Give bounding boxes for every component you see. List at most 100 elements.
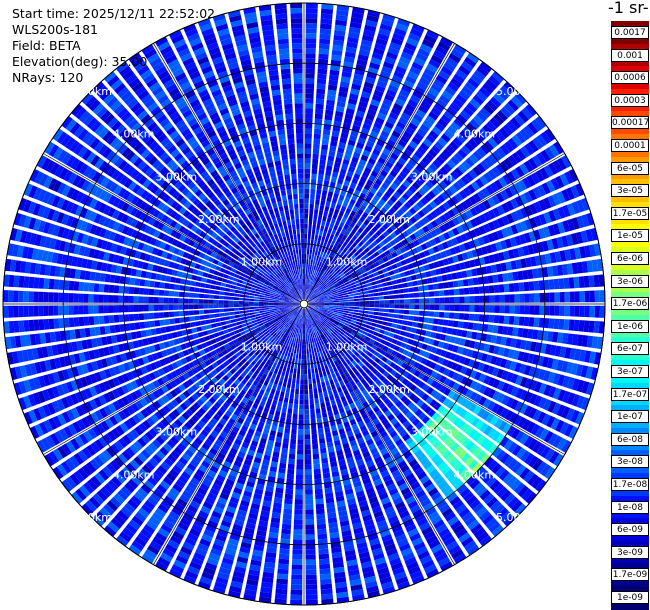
ray-gate: [539, 167, 550, 180]
ray-gate: [339, 272, 345, 278]
ray-gate: [326, 216, 332, 223]
ray-gate: [316, 413, 322, 419]
ray-gate: [334, 284, 340, 288]
ray-gate: [461, 270, 468, 278]
ray-gate: [319, 287, 324, 292]
ray-gate: [308, 300, 314, 303]
ray-gate: [316, 284, 321, 289]
ray-gate: [533, 201, 543, 213]
ray-gate: [388, 207, 396, 215]
ray-gate: [453, 312, 460, 320]
ray-gate: [315, 277, 319, 283]
ray-gate: [516, 149, 527, 161]
ray-gate: [449, 353, 457, 361]
ray-gate: [341, 335, 347, 341]
ray-gate: [421, 184, 431, 193]
ray-gate: [403, 148, 413, 158]
ray-gate: [289, 443, 296, 450]
ray-gate: [404, 299, 410, 304]
ray-gate: [586, 382, 595, 396]
ray-gate: [527, 157, 538, 170]
ray-gate: [281, 447, 288, 454]
ray-gate: [438, 366, 446, 374]
ray-gate: [367, 342, 374, 348]
ray-gate: [369, 211, 377, 218]
ray-gate: [305, 279, 307, 284]
ray-gate: [384, 93, 395, 102]
ray-gate: [378, 296, 385, 300]
ray-gate: [430, 210, 439, 219]
ray-gate: [312, 153, 319, 160]
ray-gate: [402, 47, 415, 56]
ray-gate: [435, 184, 444, 193]
ray-gate: [304, 268, 306, 274]
ray-gate: [366, 14, 379, 23]
ray-gate: [443, 435, 453, 445]
ray-gate: [308, 299, 314, 302]
ray-gate: [395, 340, 403, 347]
ray-gate: [507, 272, 514, 282]
ray-gate: [342, 367, 348, 374]
ray-gate: [310, 292, 314, 297]
ray-gate: [375, 265, 382, 271]
ray-gate: [452, 137, 463, 147]
ray-gate: [331, 315, 337, 319]
ray-gate: [416, 355, 423, 363]
ray-gate: [490, 355, 498, 365]
ray-gate: [347, 316, 353, 320]
ray-gate: [348, 299, 355, 302]
ray-gate: [330, 240, 336, 246]
ray-gate: [531, 476, 543, 489]
ray-gate: [424, 304, 430, 310]
ray-gate: [487, 365, 495, 375]
ray-gate: [473, 341, 481, 350]
ray-gate: [375, 347, 382, 353]
ray-gate: [536, 134, 548, 147]
ray-gate: [508, 412, 518, 424]
ray-gate: [487, 428, 497, 439]
ray-gate: [342, 201, 349, 208]
ray-gate: [326, 290, 332, 294]
ray-gate: [418, 425, 428, 434]
ray-gate: [408, 185, 417, 194]
ray-gate: [334, 300, 340, 303]
ray-gate: [297, 368, 301, 375]
ray-gate: [380, 169, 388, 178]
ray-gate: [353, 224, 360, 231]
ray-gate: [363, 327, 370, 333]
ray-gate: [407, 477, 418, 486]
ray-gate: [320, 447, 327, 454]
ray-gate: [344, 230, 350, 237]
ray-gate: [343, 294, 349, 298]
ray-gate: [571, 378, 580, 391]
ray-gate: [514, 503, 527, 516]
ray-gate: [357, 328, 364, 334]
ray-gate: [314, 209, 319, 215]
ray-gate: [381, 245, 388, 252]
ray-gate: [421, 234, 429, 242]
ray-gate: [561, 406, 571, 419]
ray-gate: [287, 377, 292, 384]
ray-gate: [454, 304, 460, 312]
ray-gate: [294, 509, 303, 515]
ray-gate: [398, 314, 404, 320]
ray-gate: [459, 296, 465, 304]
ray-gate: [317, 278, 322, 284]
ray-gate: [405, 411, 414, 419]
ray-gate: [586, 335, 594, 348]
ray-gate: [507, 249, 515, 259]
ray-gate: [308, 304, 314, 306]
ray-gate: [452, 181, 462, 191]
ray-gate: [338, 298, 344, 301]
ray-gate: [383, 272, 390, 278]
ray-gate: [354, 370, 361, 377]
ray-gate: [544, 448, 556, 461]
ray-gate: [354, 115, 364, 123]
ray-gate: [430, 54, 443, 65]
ray-gate: [471, 331, 478, 340]
ray-gate: [345, 175, 352, 182]
ray-gate: [451, 206, 460, 216]
ray-gate: [317, 528, 327, 535]
ray-gate: [305, 539, 316, 545]
ray-gate: [319, 442, 326, 449]
